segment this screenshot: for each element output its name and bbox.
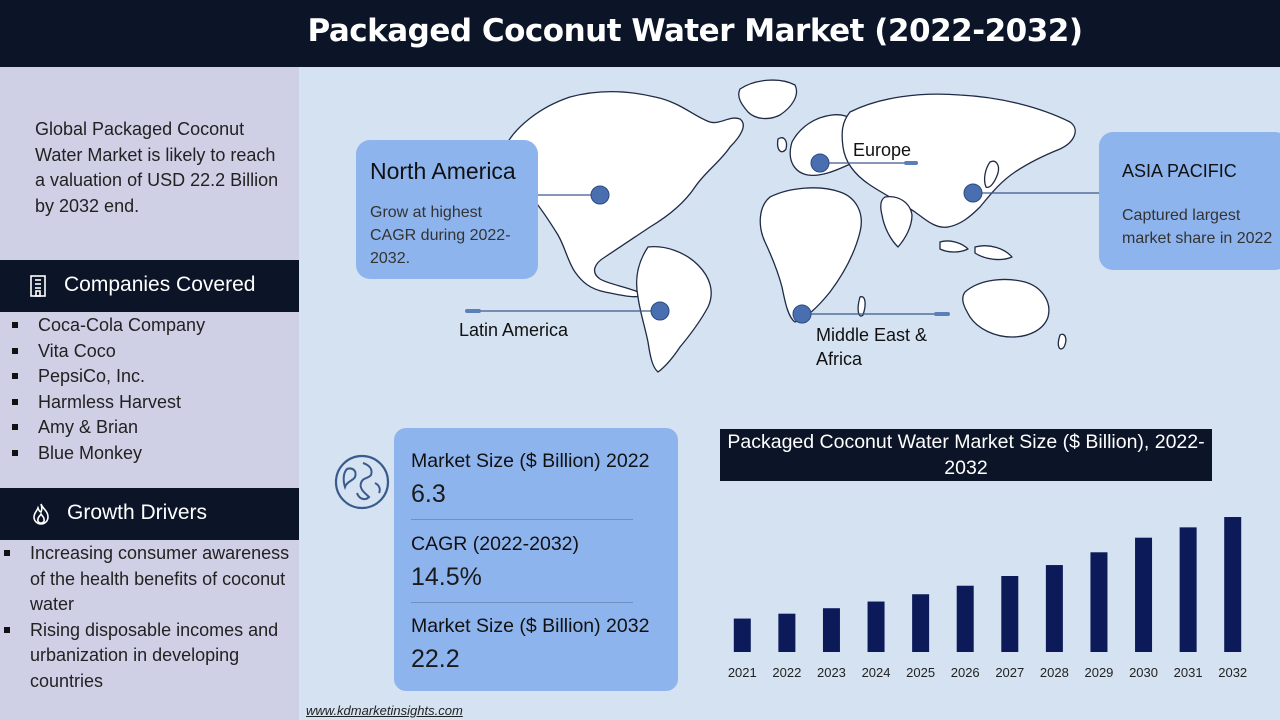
bar-2021 [733, 618, 751, 652]
world-map-shapes [504, 79, 1076, 373]
companies-list: Coca-Cola Company Vita Coco PepsiCo, Inc… [10, 313, 205, 467]
world-map: North America Grow at highest CAGR durin… [300, 67, 1280, 407]
x-tick-label: 2032 [1218, 665, 1247, 680]
page-title: Packaged Coconut Water Market (2022-2032… [307, 13, 1083, 49]
kpi-label: CAGR (2022-2032) [411, 533, 579, 555]
x-tick-label: 2025 [906, 665, 935, 680]
list-item: Coca-Cola Company [10, 313, 205, 339]
list-item: Increasing consumer awareness of the hea… [0, 541, 305, 618]
flame-icon [33, 503, 49, 525]
divider [411, 602, 633, 603]
bar-2030 [1135, 537, 1153, 652]
x-tick-label: 2024 [862, 665, 891, 680]
x-tick-label: 2023 [817, 665, 846, 680]
drivers-heading: Growth Drivers [0, 488, 299, 540]
bar-2025 [912, 594, 930, 652]
bar-2022 [778, 613, 796, 652]
bar-2023 [822, 608, 840, 652]
x-tick-label: 2030 [1129, 665, 1158, 680]
companies-heading-label: Companies Covered [64, 273, 256, 296]
x-tick-label: 2029 [1084, 665, 1113, 680]
bar-2032 [1224, 517, 1242, 652]
x-tick-label: 2031 [1174, 665, 1203, 680]
north-america-desc: Grow at highest CAGR during 2022-2032. [370, 204, 511, 267]
north-america-card [356, 140, 538, 279]
market-summary: Global Packaged Coconut Water Market is … [35, 119, 279, 216]
header-bar: Packaged Coconut Water Market (2022-2032… [0, 0, 1280, 67]
kpi-label: Market Size ($ Billion) 2022 [411, 450, 650, 472]
globe-icon [334, 454, 390, 510]
list-item: Blue Monkey [10, 441, 205, 467]
drivers-heading-label: Growth Drivers [67, 501, 208, 524]
bar-2029 [1090, 552, 1108, 652]
divider [411, 519, 633, 520]
list-item: Amy & Brian [10, 415, 205, 441]
drivers-list: Increasing consumer awareness of the hea… [0, 541, 305, 694]
bar-2028 [1045, 565, 1063, 652]
list-item: PepsiCo, Inc. [10, 364, 205, 390]
bar-2024 [867, 601, 885, 652]
sidebar: Global Packaged Coconut Water Market is … [0, 67, 299, 720]
list-item: Rising disposable incomes and urbanizati… [0, 618, 305, 695]
list-item: Harmless Harvest [10, 390, 205, 416]
x-tick-label: 2026 [951, 665, 980, 680]
companies-heading: Companies Covered [0, 260, 299, 312]
chart-title: Packaged Coconut Water Market Size ($ Bi… [720, 429, 1212, 481]
mea-label: Middle East & Africa [816, 325, 928, 369]
kpi-value: 22.2 [411, 645, 460, 673]
kpi-value: 14.5% [411, 563, 482, 591]
north-america-title: North America [370, 158, 516, 184]
kpi-value: 6.3 [411, 480, 446, 508]
x-tick-label: 2021 [728, 665, 757, 680]
x-tick-label: 2028 [1040, 665, 1069, 680]
asia-pacific-title: ASIA PACIFIC [1122, 161, 1237, 181]
europe-label: Europe [853, 140, 912, 160]
latin-america-label: Latin America [459, 320, 569, 340]
bar-2027 [1001, 576, 1019, 652]
building-icon [30, 275, 46, 297]
bar-2026 [956, 585, 974, 652]
kpi-card: Market Size ($ Billion) 2022 6.3 CAGR (2… [394, 428, 678, 691]
list-item: Vita Coco [10, 339, 205, 365]
footer-link[interactable]: www.kdmarketinsights.com [306, 703, 463, 718]
x-tick-label: 2022 [772, 665, 801, 680]
asia-pacific-desc: Captured largest market share in 2022 [1122, 207, 1273, 247]
kpi-label: Market Size ($ Billion) 2032 [411, 615, 650, 637]
bar-chart: 2021 2022 2023 2024 2025 2026 2027 2028 2029 2030… [728, 517, 1247, 680]
bar-2031 [1179, 527, 1197, 652]
asia-pacific-card [1099, 132, 1280, 270]
x-tick-label: 2027 [995, 665, 1024, 680]
